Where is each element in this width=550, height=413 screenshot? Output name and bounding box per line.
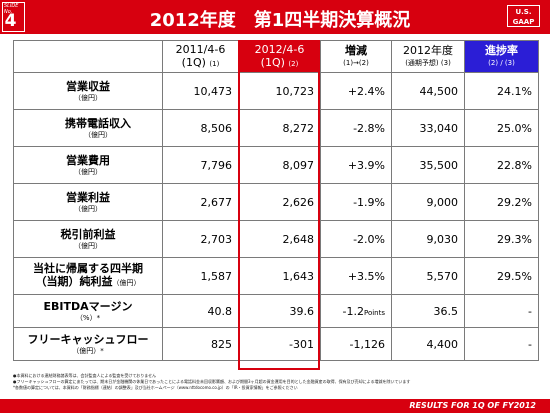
table-cell: 8,506 [162, 109, 239, 147]
row-label: 税引前利益 [60, 227, 116, 241]
table-cell: +2.4% [320, 72, 392, 110]
table-cell: -1.2Points [320, 294, 392, 328]
table-row: 携帯電話収入 （億円） 8,506 8,272 -2.8% 33,040 25.0… [13, 109, 539, 147]
table-cell: 44,500 [391, 72, 465, 110]
table-cell: - [464, 294, 539, 328]
table-cell: 2,677 [162, 183, 239, 221]
table-cell: -1,126 [320, 327, 392, 361]
table-cell: -2.8% [320, 109, 392, 147]
table-cell: 2,626 [238, 183, 321, 221]
table-cell: 36.5 [391, 294, 465, 328]
column-header-current-1q: 2012/4-6 (1Q) (2) [238, 40, 321, 73]
corner-cell [13, 40, 163, 73]
table-row: フリーキャッシュフロー （億円）* 825 -301 -1,126 4,400 - [13, 327, 539, 361]
table-row: 営業利益 （億円） 2,677 2,626 -1.9% 9,000 29.2% [13, 183, 539, 221]
table-cell: 1,587 [162, 257, 239, 295]
table-cell: 29.5% [464, 257, 539, 295]
table-cell: 39.6 [238, 294, 321, 328]
column-header-progress: 進捗率 (2) / (3) [464, 40, 539, 73]
table-cell: 29.2% [464, 183, 539, 221]
footnote: ●本資料における連結財務諸表等は、会計監査人による監査を受けておりません [13, 373, 157, 378]
footnote: ●フリーキャッシュフローの算定にあたっては、期末日が金融機関の休業日であったこと… [13, 379, 411, 384]
table-cell: 25.0% [464, 109, 539, 147]
row-label: 営業利益 [66, 190, 110, 204]
slide-number-label: SLIDE No. [4, 3, 19, 15]
column-header-forecast: 2012年度 (通期予想) (3) [391, 40, 465, 73]
table-cell: -2.0% [320, 220, 392, 258]
table-cell: 5,570 [391, 257, 465, 295]
table-row: 営業収益 （億円） 10,473 10,723 +2.4% 44,500 24.1… [13, 72, 539, 110]
table-row: 営業費用 （億円） 7,796 8,097 +3.9% 35,500 22.8% [13, 146, 539, 184]
table-cell: 22.8% [464, 146, 539, 184]
table-cell: 24.1% [464, 72, 539, 110]
table-cell: 33,040 [391, 109, 465, 147]
table-cell: 9,000 [391, 183, 465, 221]
footnote: *各数値の算定については、本資料の「財務指標（連結）の調整表」及び当社ホームペー… [13, 385, 298, 390]
table-cell: 10,473 [162, 72, 239, 110]
table-row: 税引前利益 （億円） 2,703 2,648 -2.0% 9,030 29.3% [13, 220, 539, 258]
table-cell: 4,400 [391, 327, 465, 361]
table-cell: 29.3% [464, 220, 539, 258]
table-cell: 2,703 [162, 220, 239, 258]
slide-number-box: SLIDE No. 4 [2, 2, 25, 32]
row-label: 営業収益 [66, 79, 110, 93]
table-cell: -1.9% [320, 183, 392, 221]
footnotes: ●本資料における連結財務諸表等は、会計監査人による監査を受けておりません ●フリ… [13, 373, 538, 391]
table-cell: 8,272 [238, 109, 321, 147]
table-cell: 1,643 [238, 257, 321, 295]
gaap-line2: GAAP [512, 18, 535, 26]
row-label: 当社に帰属する四半期 [33, 262, 143, 275]
column-header-change: 増減 (1)→(2) [320, 40, 392, 73]
table-cell: - [464, 327, 539, 361]
row-label: EBITDAマージン [43, 299, 133, 313]
row-label: フリーキャッシュフロー [27, 332, 149, 346]
table-cell: 8,097 [238, 146, 321, 184]
header-bar: SLIDE No. 4 2012年度 第1四半期決算概況 U.S. GAAP [0, 0, 550, 34]
slide-title: 2012年度 第1四半期決算概況 [149, 10, 411, 31]
table-cell: 35,500 [391, 146, 465, 184]
row-label: 営業費用 [66, 153, 110, 167]
row-label: 携帯電話収入 [65, 116, 131, 130]
slide-number: 4 [4, 11, 17, 31]
table-cell: 2,648 [238, 220, 321, 258]
gaap-line1: U.S. [515, 8, 532, 16]
table-cell: +3.9% [320, 146, 392, 184]
table-cell: 7,796 [162, 146, 239, 184]
footer-text: RESULTS FOR 1Q OF FY2012 [409, 401, 536, 410]
table-cell: -301 [238, 327, 321, 361]
table-cell: 825 [162, 327, 239, 361]
table-row: 当社に帰属する四半期 （当期）純利益（億円） 1,587 1,643 +3.5%… [13, 257, 539, 295]
gaap-badge: U.S. GAAP [507, 5, 540, 27]
table-cell: 9,030 [391, 220, 465, 258]
header-row: 2011/4-6 (1Q) (1) 2012/4-6 (1Q) (2) 増減 (… [13, 40, 539, 73]
table-cell: +3.5% [320, 257, 392, 295]
table-row: EBITDAマージン （%）* 40.8 39.6 -1.2Points 36.5… [13, 294, 539, 328]
table-cell: 10,723 [238, 72, 321, 110]
column-header-prev-1q: 2011/4-6 (1Q) (1) [162, 40, 239, 73]
results-table: 2011/4-6 (1Q) (1) 2012/4-6 (1Q) (2) 増減 (… [13, 40, 539, 361]
row-label-line2: （当期）純利益 [35, 275, 113, 288]
footer-bar: RESULTS FOR 1Q OF FY2012 [0, 399, 550, 413]
table-cell: 40.8 [162, 294, 239, 328]
